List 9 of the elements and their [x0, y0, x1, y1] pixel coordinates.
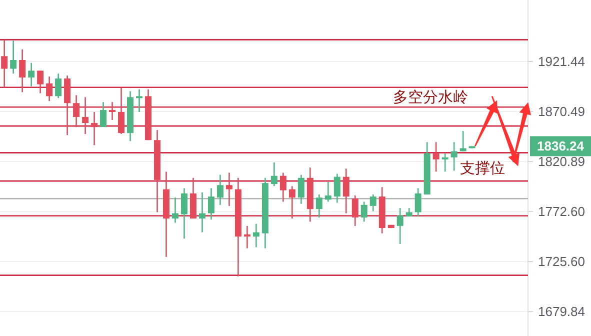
- y-tick-label: 1870.49: [538, 104, 585, 120]
- y-tick-label: 1772.60: [538, 204, 585, 220]
- y-tick-label: 1921.44: [538, 54, 585, 70]
- y-tick-label: 1679.84: [538, 304, 585, 320]
- ref-line-label: 支撑位: [460, 158, 505, 177]
- y-tick-label: 1820.89: [538, 154, 585, 170]
- ref-line-label: 多空分水岭: [393, 88, 468, 106]
- text: 1836.24: [537, 138, 585, 154]
- y-tick-label: 1725.60: [538, 254, 585, 270]
